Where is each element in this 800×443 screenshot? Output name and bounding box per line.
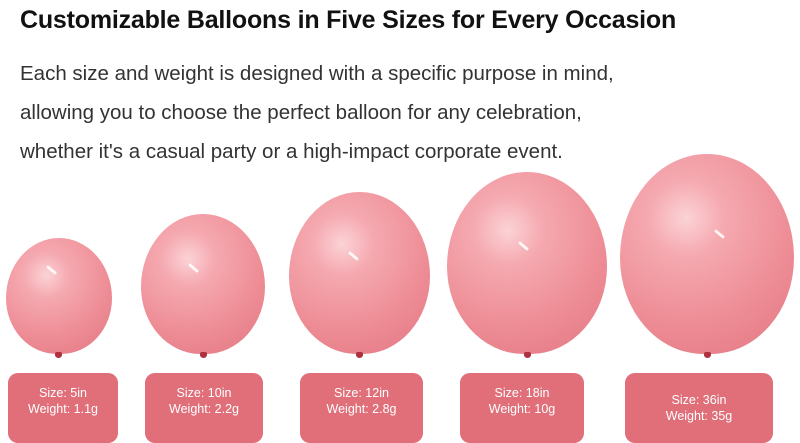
size-tag: Size: 18in Weight: 10g (460, 373, 584, 443)
description-line: allowing you to choose the perfect ballo… (20, 101, 582, 124)
balloon-knot (356, 352, 363, 358)
balloon-5in (6, 238, 112, 354)
weight-label: Weight: 2.8g (326, 402, 397, 416)
balloon-knot (524, 352, 531, 358)
size-tag: Size: 36in Weight: 35g (625, 373, 773, 443)
balloon-knot (200, 352, 207, 358)
page-title: Customizable Balloons in Five Sizes for … (20, 6, 677, 34)
description-line: whether it's a casual party or a high-im… (20, 140, 563, 163)
balloon-knot (55, 352, 62, 358)
size-tag: Size: 5in Weight: 1.1g (8, 373, 118, 443)
size-label: Size: 10in (176, 386, 232, 400)
size-label: Size: 18in (494, 386, 550, 400)
weight-label: Weight: 2.2g (169, 402, 239, 416)
balloon-12in (289, 192, 430, 354)
balloon-knot (704, 352, 711, 358)
size-label: Size: 5in (39, 386, 87, 400)
description-line: Each size and weight is designed with a … (20, 62, 614, 85)
size-label: Size: 12in (334, 386, 389, 400)
balloon-18in (447, 172, 607, 354)
description: Each size and weight is designed with a … (20, 54, 800, 171)
size-label: Size: 36in (671, 393, 727, 407)
size-tag: Size: 10in Weight: 2.2g (145, 373, 263, 443)
balloon-36in (620, 154, 794, 354)
weight-label: Weight: 35g (665, 409, 733, 423)
balloon-10in (141, 214, 265, 354)
weight-label: Weight: 1.1g (28, 402, 98, 416)
size-tag: Size: 12in Weight: 2.8g (300, 373, 423, 443)
weight-label: Weight: 10g (488, 402, 556, 416)
